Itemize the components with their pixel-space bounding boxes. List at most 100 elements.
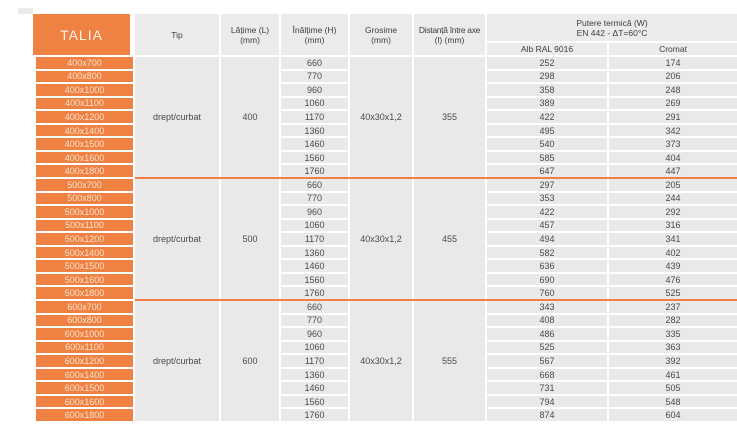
power-chrome-cell: 373 — [609, 138, 737, 150]
tip-cell: drept/curbat — [135, 57, 219, 177]
size-label: 600x1400 — [36, 368, 133, 381]
size-label: 600x800 — [36, 314, 133, 327]
height-cell: 1170 — [281, 233, 348, 245]
power-white-cell: 252 — [487, 57, 607, 69]
height-cell: 660 — [281, 178, 348, 191]
power-white-cell: 668 — [487, 368, 607, 381]
power-chrome-cell: 335 — [609, 328, 737, 340]
power-white-cell: 389 — [487, 97, 607, 110]
height-cell: 1360 — [281, 368, 348, 381]
height-cell: 1460 — [281, 138, 348, 150]
power-white-cell: 353 — [487, 192, 607, 205]
size-label: 500x1000 — [36, 206, 133, 218]
size-label: 500x1800 — [36, 287, 133, 299]
size-label: 600x1000 — [36, 328, 133, 340]
column-header-grosime: Grosime (mm) — [350, 14, 412, 55]
power-chrome-cell: 291 — [609, 111, 737, 123]
power-chrome-cell: 316 — [609, 219, 737, 232]
height-cell: 660 — [281, 300, 348, 313]
power-chrome-cell: 206 — [609, 70, 737, 83]
power-chrome-cell: 402 — [609, 246, 737, 259]
power-white-cell: 494 — [487, 233, 607, 245]
power-chrome-cell: 404 — [609, 151, 737, 164]
size-label: 400x700 — [36, 57, 133, 69]
tip-cell: drept/curbat — [135, 300, 219, 421]
power-chrome-cell: 461 — [609, 368, 737, 381]
power-chrome-cell: 282 — [609, 314, 737, 327]
width-cell: 500 — [221, 178, 279, 299]
group-divider — [135, 299, 737, 301]
header-line-1: Grosime — [364, 24, 398, 35]
size-label: 400x1400 — [36, 124, 133, 137]
power-chrome-cell: 363 — [609, 341, 737, 354]
header-line-2: (l) (mm) — [434, 34, 465, 45]
power-white-cell: 874 — [487, 409, 607, 421]
size-label: 500x1400 — [36, 246, 133, 259]
height-cell: 1060 — [281, 97, 348, 110]
power-chrome-cell: 244 — [609, 192, 737, 205]
size-label: 400x800 — [36, 70, 133, 83]
power-chrome-cell: 237 — [609, 300, 737, 313]
power-white-cell: 540 — [487, 138, 607, 150]
power-white-cell: 582 — [487, 246, 607, 259]
size-label: 500x1200 — [36, 233, 133, 245]
axis-distance-cell: 555 — [414, 300, 485, 421]
height-cell: 960 — [281, 84, 348, 96]
height-cell: 1760 — [281, 409, 348, 421]
size-label: 400x1600 — [36, 151, 133, 164]
column-header-distanta: Distanță între axe (l) (mm) — [414, 14, 485, 55]
height-cell: 960 — [281, 328, 348, 340]
size-label: 400x1200 — [36, 111, 133, 123]
size-label: 600x1800 — [36, 409, 133, 421]
power-chrome-cell: 548 — [609, 395, 737, 408]
power-white-cell: 760 — [487, 287, 607, 299]
power-chrome-cell: 174 — [609, 57, 737, 69]
width-cell: 600 — [221, 300, 279, 421]
column-header-alb-ral: Alb RAL 9016 — [487, 43, 607, 55]
thickness-cell: 40x30x1,2 — [350, 57, 412, 177]
group-divider — [135, 177, 737, 179]
power-white-cell: 585 — [487, 151, 607, 164]
height-cell: 960 — [281, 206, 348, 218]
talia-spec-table: TALIA Tip Lățime (L) (mm) Înălțime (H) (… — [33, 14, 737, 421]
size-label: 500x1100 — [36, 219, 133, 232]
height-cell: 770 — [281, 192, 348, 205]
header-line-2: (mm) — [371, 34, 391, 45]
power-white-cell: 408 — [487, 314, 607, 327]
height-cell: 1560 — [281, 273, 348, 286]
height-cell: 660 — [281, 57, 348, 69]
header-line-1: Putere termică (W) — [576, 17, 648, 28]
tip-cell: drept/curbat — [135, 178, 219, 299]
column-header-latime: Lățime (L) (mm) — [221, 14, 279, 55]
size-label: 600x1200 — [36, 355, 133, 367]
height-cell: 1760 — [281, 287, 348, 299]
size-label: 500x1600 — [36, 273, 133, 286]
power-white-cell: 297 — [487, 178, 607, 191]
power-chrome-cell: 269 — [609, 97, 737, 110]
power-chrome-cell: 476 — [609, 273, 737, 286]
header-line-2: (mm) — [304, 34, 325, 45]
power-chrome-cell: 248 — [609, 84, 737, 96]
width-cell: 400 — [221, 57, 279, 177]
size-label: 500x1500 — [36, 260, 133, 272]
height-cell: 1060 — [281, 219, 348, 232]
header-line-1: Lățime (L) — [230, 24, 270, 35]
power-chrome-cell: 292 — [609, 206, 737, 218]
table-title: TALIA — [33, 14, 130, 55]
column-header-inaltime: Înălțime (H) (mm) — [281, 14, 348, 55]
height-cell: 1560 — [281, 395, 348, 408]
power-chrome-cell: 439 — [609, 260, 737, 272]
power-white-cell: 422 — [487, 111, 607, 123]
power-white-cell: 422 — [487, 206, 607, 218]
size-label: 600x1500 — [36, 382, 133, 394]
size-label: 600x1100 — [36, 341, 133, 354]
power-chrome-cell: 341 — [609, 233, 737, 245]
power-chrome-cell: 205 — [609, 178, 737, 191]
height-cell: 770 — [281, 314, 348, 327]
power-chrome-cell: 525 — [609, 287, 737, 299]
power-white-cell: 636 — [487, 260, 607, 272]
size-label: 400x1500 — [36, 138, 133, 150]
axis-distance-cell: 355 — [414, 57, 485, 177]
size-label: 600x700 — [36, 300, 133, 313]
power-white-cell: 457 — [487, 219, 607, 232]
